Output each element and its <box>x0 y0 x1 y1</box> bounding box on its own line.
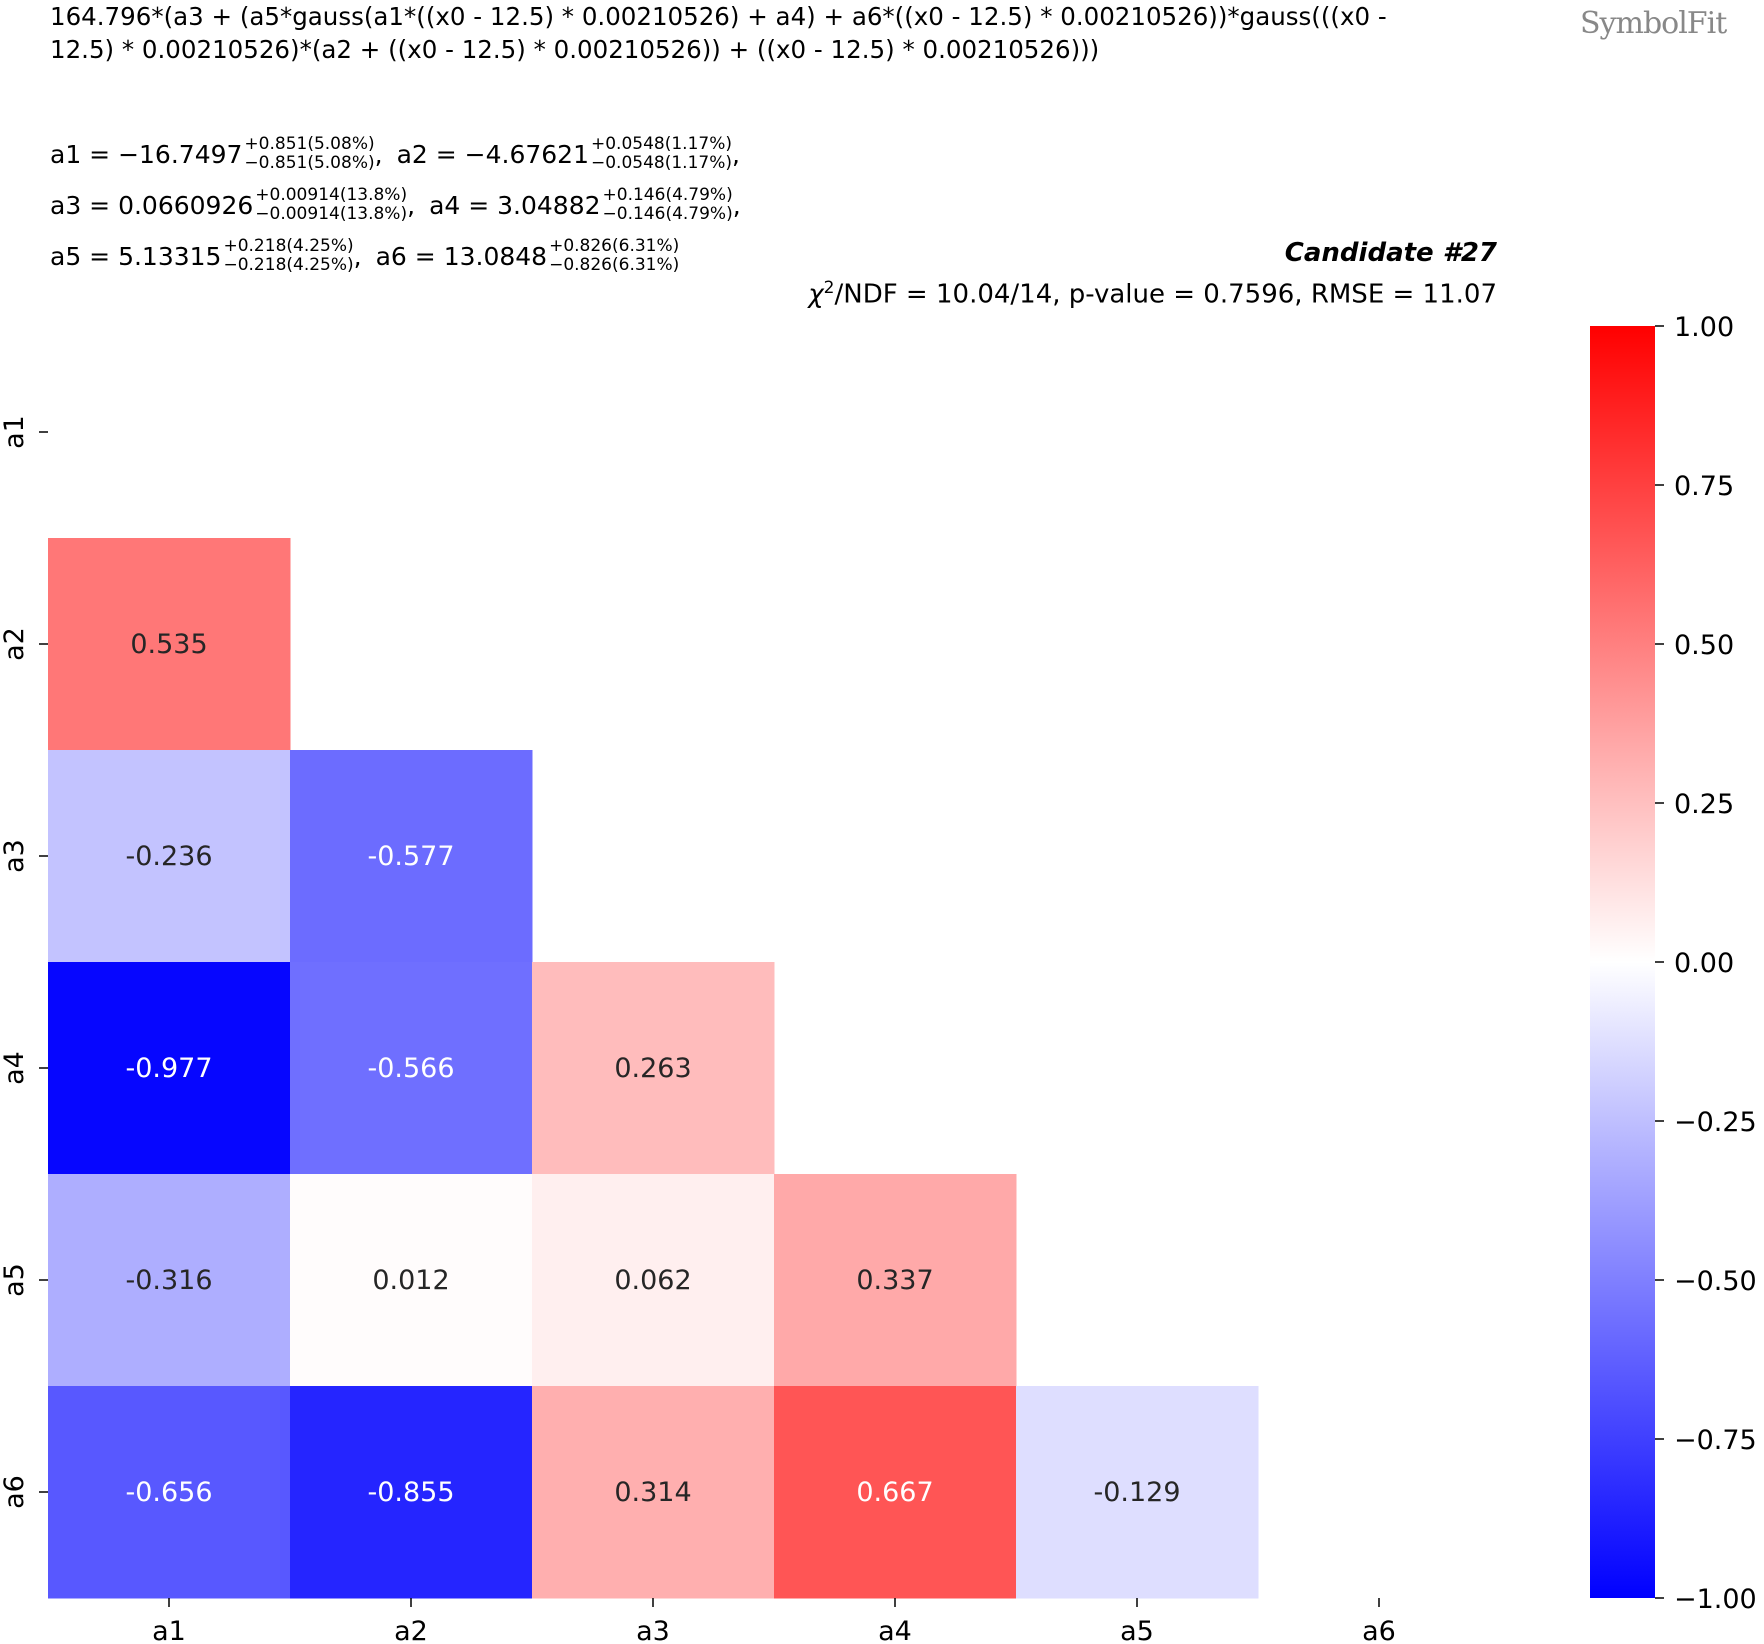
x-tick-label: a1 <box>152 1616 186 1644</box>
colorbar-tick-label: −0.75 <box>1674 1425 1757 1456</box>
colorbar-tick-label: 0.50 <box>1674 630 1734 661</box>
y-tick-label: a4 <box>0 1051 30 1085</box>
param-name: a3 <box>50 190 82 220</box>
cell-label: 0.062 <box>614 1265 691 1296</box>
heatmap-cell-a5-a4 <box>774 1174 1017 1387</box>
heatmap-cell-a6-a1 <box>48 1386 291 1599</box>
param-minus: −0.0548(1.17%) <box>590 153 732 173</box>
x-tick-label: a2 <box>394 1616 428 1644</box>
heatmap-cell-a4-a3 <box>532 962 775 1175</box>
x-tick-label: a6 <box>1362 1616 1396 1644</box>
param-a1: a1 = −16.7497 +0.851(5.08%) −0.851(5.08%), <box>50 134 383 173</box>
param-minus: −0.218(4.25%) <box>223 255 354 275</box>
param-plus: +0.826(6.31%) <box>549 236 680 256</box>
colorbar <box>1590 326 1655 1598</box>
param-value: 3.04882 <box>497 190 601 220</box>
heatmap-cell-a6-a4 <box>774 1386 1017 1599</box>
cell-label: -0.855 <box>367 1477 454 1508</box>
cell-label: 0.314 <box>614 1477 691 1508</box>
x-tick-label: a5 <box>1120 1616 1154 1644</box>
param-a5: a5 = 5.13315 +0.218(4.25%) −0.218(4.25%), <box>50 236 362 275</box>
param-name: a4 <box>429 190 461 220</box>
param-name: a2 <box>396 139 428 169</box>
colorbar-tick-label: −0.25 <box>1674 1107 1757 1138</box>
param-plus: +0.218(4.25%) <box>223 236 354 256</box>
param-line: a3 = 0.0660926 +0.00914(13.8%) −0.00914(13… <box>50 186 755 224</box>
cell-label: -0.236 <box>125 841 212 872</box>
cell-label: -0.129 <box>1093 1477 1180 1508</box>
colorbar-tick-label: 1.00 <box>1674 312 1734 343</box>
x-tick-label: a3 <box>636 1616 670 1644</box>
heatmap-cell-a6-a3 <box>532 1386 775 1599</box>
param-value: 0.0660926 <box>118 190 254 220</box>
fit-stats-text: /NDF = 10.04/14, p-value = 0.7596, RMSE … <box>834 279 1497 310</box>
fit-stats: χ2/NDF = 10.04/14, p-value = 0.7596, RMS… <box>808 278 1497 310</box>
heatmap-cell-a4-a2 <box>290 962 533 1175</box>
param-value: −4.67621 <box>464 139 589 169</box>
y-tick-label: a6 <box>0 1475 30 1509</box>
heatmap-cell-a5-a2 <box>290 1174 533 1387</box>
cell-label: -0.316 <box>125 1265 212 1296</box>
param-plus: +0.0548(1.17%) <box>590 134 732 154</box>
x-tick-label: a4 <box>878 1616 912 1644</box>
param-plus: +0.851(5.08%) <box>244 134 375 154</box>
param-a3: a3 = 0.0660926 +0.00914(13.8%) −0.00914(13… <box>50 185 416 224</box>
param-plus: +0.146(4.79%) <box>602 185 733 205</box>
cell-label: 0.535 <box>130 629 207 660</box>
y-tick-label: a5 <box>0 1263 30 1297</box>
heatmap-cell-a2-a1 <box>48 538 291 751</box>
cell-label: -0.577 <box>367 841 454 872</box>
chi-symbol: χ <box>808 279 824 310</box>
param-minus: −0.146(4.79%) <box>602 204 733 224</box>
param-value: 5.13315 <box>118 241 222 271</box>
y-tick-label: a3 <box>0 839 30 873</box>
heatmap-cell-a3-a1 <box>48 750 291 963</box>
param-value: 13.0848 <box>443 241 548 271</box>
y-tick-label: a1 <box>0 415 30 449</box>
param-minus: −0.00914(13.8%) <box>255 204 408 224</box>
candidate-label: Candidate #27 <box>1284 238 1497 268</box>
y-tick-label: a2 <box>0 627 30 661</box>
param-value: −16.7497 <box>118 139 243 169</box>
colorbar-tick-label: −0.50 <box>1674 1266 1757 1297</box>
cell-label: -0.977 <box>125 1053 212 1084</box>
param-plus: +0.00914(13.8%) <box>255 185 408 205</box>
param-name: a5 <box>50 241 82 271</box>
param-a4: a4 = 3.04882 +0.146(4.79%) −0.146(4.79%), <box>429 185 741 224</box>
cell-label: 0.012 <box>372 1265 449 1296</box>
param-minus: −0.826(6.31%) <box>549 255 680 275</box>
symbolfit-logo: SymbolFit <box>1580 6 1727 41</box>
cell-label: 0.667 <box>856 1477 933 1508</box>
colorbar-tick-label: 0.75 <box>1674 471 1734 502</box>
param-name: a1 <box>50 139 82 169</box>
param-name: a6 <box>375 241 407 271</box>
cell-label: -0.566 <box>367 1053 454 1084</box>
heatmap-cell-a3-a2 <box>290 750 533 963</box>
param-minus: −0.851(5.08%) <box>244 153 375 173</box>
param-line: a1 = −16.7497 +0.851(5.08%) −0.851(5.08%),… <box>50 135 754 173</box>
colorbar-tick-label: −1.00 <box>1674 1584 1757 1615</box>
cell-label: -0.656 <box>125 1477 212 1508</box>
cell-label: 0.263 <box>614 1053 691 1084</box>
colorbar-tick-label: 0.25 <box>1674 789 1734 820</box>
cell-label: 0.337 <box>856 1265 933 1296</box>
heatmap-cell-a6-a2 <box>290 1386 533 1599</box>
param-line: a5 = 5.13315 +0.218(4.25%) −0.218(4.25%), a… <box>50 237 693 275</box>
heatmap-cell-a5-a3 <box>532 1174 775 1387</box>
heatmap-cell-a5-a1 <box>48 1174 291 1387</box>
heatmap-cell-a6-a5 <box>1016 1386 1259 1599</box>
formula-text: 164.796*(a3 + (a5*gauss(a1*((x0 - 12.5) … <box>50 2 1387 64</box>
colorbar-tick-label: 0.00 <box>1674 948 1734 979</box>
param-a6: a6 = 13.0848 +0.826(6.31%) −0.826(6.31%) <box>375 236 680 275</box>
param-a2: a2 = −4.67621 +0.0548(1.17%) −0.0548(1.17%… <box>396 134 740 173</box>
heatmap-cell-a4-a1 <box>48 962 291 1175</box>
